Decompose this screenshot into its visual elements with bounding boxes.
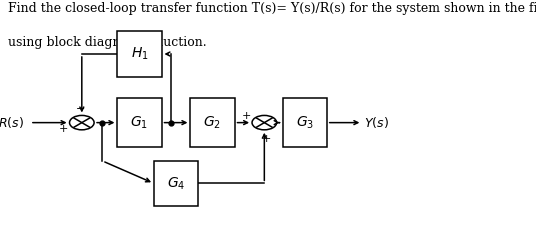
Text: +: + bbox=[262, 134, 271, 144]
FancyBboxPatch shape bbox=[190, 98, 235, 147]
FancyBboxPatch shape bbox=[117, 32, 161, 76]
Text: $Y(s)$: $Y(s)$ bbox=[364, 115, 389, 130]
Circle shape bbox=[70, 115, 94, 130]
Text: +: + bbox=[242, 111, 251, 121]
Circle shape bbox=[252, 115, 277, 130]
FancyBboxPatch shape bbox=[154, 161, 198, 206]
Text: $G_4$: $G_4$ bbox=[167, 175, 185, 191]
Text: +: + bbox=[59, 124, 69, 134]
Text: $G_2$: $G_2$ bbox=[204, 115, 221, 131]
Text: $G_3$: $G_3$ bbox=[296, 115, 314, 131]
Text: $-$: $-$ bbox=[75, 102, 85, 112]
Text: $R(s)$: $R(s)$ bbox=[0, 115, 24, 130]
Text: $H_1$: $H_1$ bbox=[131, 46, 148, 62]
Text: $G_1$: $G_1$ bbox=[130, 115, 148, 131]
FancyBboxPatch shape bbox=[282, 98, 327, 147]
Text: using block diagram reduction.: using block diagram reduction. bbox=[8, 36, 206, 49]
Text: Find the closed-loop transfer function T(s)= Y(s)/R(s) for the system shown in t: Find the closed-loop transfer function T… bbox=[8, 2, 536, 15]
FancyBboxPatch shape bbox=[117, 98, 161, 147]
